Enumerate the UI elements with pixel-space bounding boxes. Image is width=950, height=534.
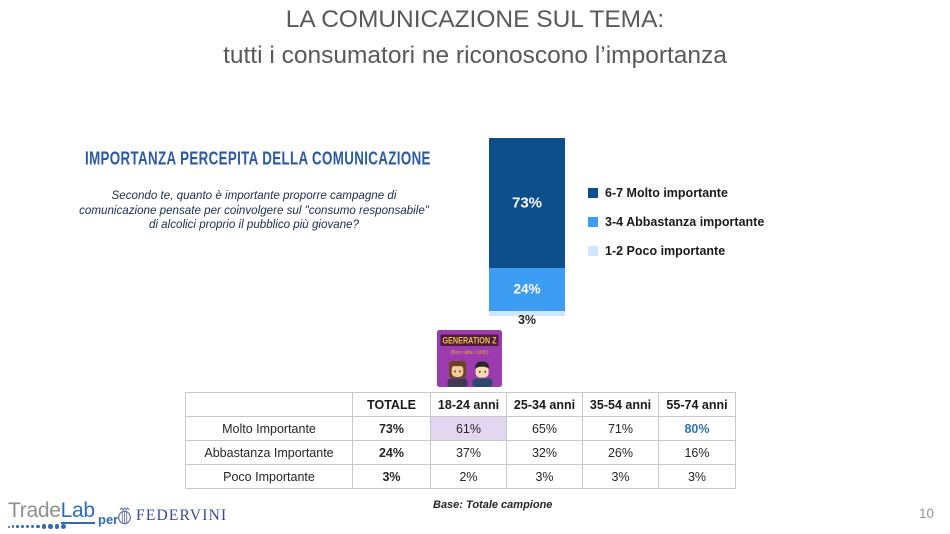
table-header-row: TOTALE 18-24 anni 25-34 anni 35-54 anni … bbox=[185, 392, 736, 417]
table-cell: 16% bbox=[658, 440, 736, 465]
survey-question-text: Secondo te, quanto è importante proporre… bbox=[79, 189, 429, 232]
page-number: 10 bbox=[918, 506, 934, 521]
generation-z-badge: GENERATION Z (Born after 1995) bbox=[437, 330, 502, 387]
table-cell: 73% bbox=[352, 416, 431, 441]
table-cell: 3% bbox=[658, 464, 736, 489]
table-col-header-totale: TOTALE bbox=[352, 392, 431, 417]
table-cell: 32% bbox=[506, 440, 583, 465]
tradelab-logo-trade: Trade bbox=[8, 499, 61, 522]
legend-item: 6-7 Molto importante bbox=[588, 178, 764, 207]
table-cell: 3% bbox=[352, 464, 431, 489]
genz-title: GENERATION Z bbox=[443, 336, 497, 346]
genz-banner bbox=[440, 334, 499, 346]
bar-value-label: 73% bbox=[511, 194, 543, 212]
legend-swatch-medium-blue bbox=[588, 216, 598, 227]
table-col-header-25-34: 25-34 anni bbox=[506, 392, 583, 417]
row-label: Abbastanza Importante bbox=[185, 440, 353, 465]
stacked-bar-chart: 73% 24% bbox=[489, 138, 565, 316]
slide-title-line2: tutti i consumatori ne riconoscono l’imp… bbox=[223, 42, 727, 69]
bar-segment-poco-importante bbox=[489, 310, 565, 316]
federvini-logo: FEDERVINI bbox=[116, 506, 227, 525]
federvini-logo-text: FEDERVINI bbox=[136, 506, 228, 524]
legend-swatch-light-blue bbox=[588, 245, 598, 256]
table-col-header-35-54: 35-54 anni bbox=[582, 392, 659, 417]
legend-swatch-dark-blue bbox=[588, 187, 598, 198]
tradelab-dots-icon bbox=[8, 524, 90, 529]
table-cell-highlighted: 61% bbox=[430, 416, 507, 441]
genz-boy-face-icon bbox=[472, 361, 493, 387]
table-cell-accent: 80% bbox=[658, 416, 736, 441]
bar-segment-abbastanza-importante: 24% bbox=[489, 267, 565, 311]
tradelab-logo: TradeLab bbox=[8, 499, 95, 529]
table-col-header-18-24: 18-24 anni bbox=[430, 392, 507, 417]
table-cell: 26% bbox=[582, 440, 659, 465]
genz-girl-face-icon bbox=[447, 361, 468, 387]
table-header-blank bbox=[185, 392, 353, 417]
legend-label: 3-4 Abbastanza importante bbox=[605, 214, 765, 229]
table-cell: 2% bbox=[430, 464, 507, 489]
row-label: Molto Importante bbox=[185, 416, 353, 441]
bar-segment-molto-importante: 73% bbox=[489, 138, 565, 268]
row-label: Poco Importante bbox=[185, 464, 353, 489]
table-cell: 37% bbox=[430, 440, 507, 465]
bar-value-label-poco: 3% bbox=[517, 313, 537, 327]
table-row-molto-importante: Molto Importante 73% 61% 65% 71% 80% bbox=[185, 416, 736, 441]
table-col-header-55-74: 55-74 anni bbox=[658, 392, 736, 417]
chart-legend: 6-7 Molto importante 3-4 Abbastanza impo… bbox=[588, 178, 764, 265]
legend-label: 6-7 Molto importante bbox=[605, 185, 728, 200]
federvini-emblem-icon bbox=[118, 507, 131, 525]
age-breakdown-table: TOTALE 18-24 anni 25-34 anni 35-54 anni … bbox=[185, 392, 736, 489]
per-label: per bbox=[98, 512, 119, 527]
bar-value-label: 24% bbox=[513, 281, 541, 297]
slide-title-line1: LA COMUNICAZIONE SUL TEMA: bbox=[285, 6, 665, 33]
table-cell: 24% bbox=[352, 440, 431, 465]
table-cell: 3% bbox=[506, 464, 583, 489]
base-note: Base: Totale campione bbox=[433, 499, 553, 511]
table-cell: 65% bbox=[506, 416, 583, 441]
table-row-abbastanza-importante: Abbastanza Importante 24% 37% 32% 26% 16… bbox=[185, 440, 736, 465]
table-row-poco-importante: Poco Importante 3% 2% 3% 3% 3% bbox=[185, 464, 736, 489]
slide-title: LA COMUNICAZIONE SUL TEMA: tutti i consu… bbox=[0, 2, 950, 74]
legend-label: 1-2 Poco importante bbox=[605, 243, 726, 258]
tradelab-logo-lab: Lab bbox=[60, 499, 95, 524]
legend-item: 1-2 Poco importante bbox=[588, 236, 764, 265]
table-cell: 3% bbox=[582, 464, 659, 489]
table-cell: 71% bbox=[582, 416, 659, 441]
genz-subtitle: (Born after 1995) bbox=[451, 350, 489, 356]
section-heading: IMPORTANZA PERCEPITA DELLA COMUNICAZIONE bbox=[85, 148, 431, 169]
legend-item: 3-4 Abbastanza importante bbox=[588, 207, 764, 236]
